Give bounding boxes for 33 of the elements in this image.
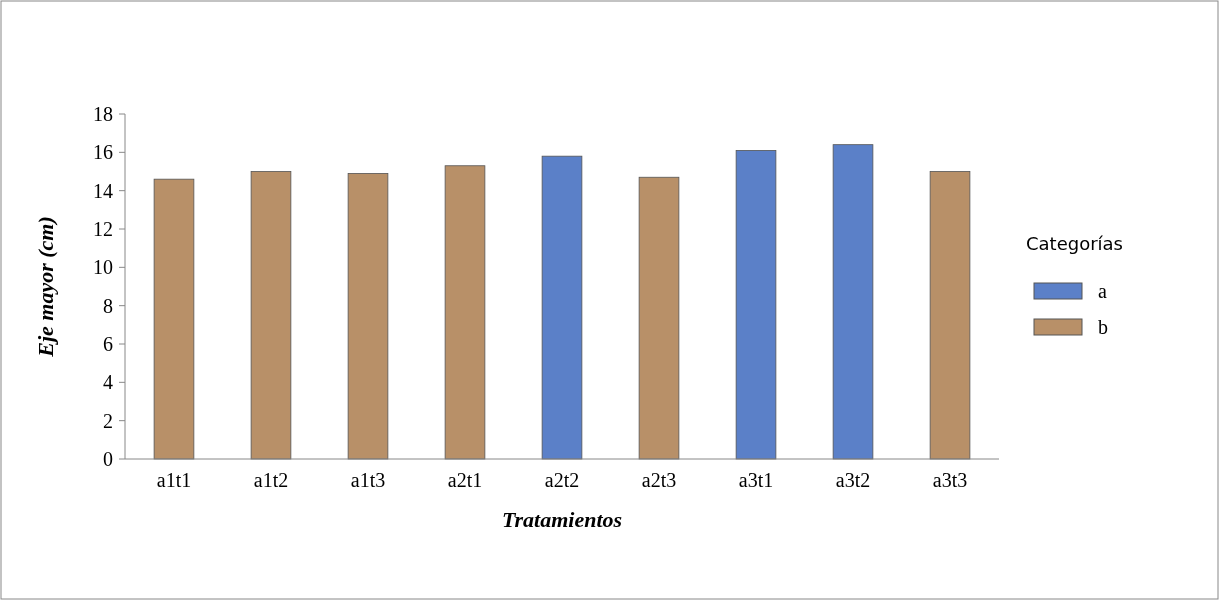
bar bbox=[541, 155, 583, 460]
x-tick-label: a3t2 bbox=[835, 469, 871, 491]
y-tick-label: 14 bbox=[93, 179, 113, 202]
legend-label: b bbox=[1098, 316, 1108, 338]
y-tick-label: 4 bbox=[103, 371, 113, 394]
bar bbox=[153, 178, 195, 460]
y-tick-label: 0 bbox=[103, 448, 113, 470]
bar bbox=[444, 165, 486, 460]
x-tick-label: a2t1 bbox=[447, 469, 483, 491]
x-tick-label: a1t2 bbox=[253, 469, 289, 491]
y-tick-label: 18 bbox=[93, 103, 113, 125]
x-axis-title: Tratamientos bbox=[501, 507, 623, 532]
legend-title: Categorías bbox=[1026, 233, 1123, 254]
y-tick-label: 16 bbox=[93, 141, 113, 164]
y-tick-label: 8 bbox=[103, 294, 113, 317]
bar bbox=[347, 173, 389, 460]
bar bbox=[638, 176, 680, 460]
legend-label: a bbox=[1098, 280, 1107, 302]
y-axis-title: Eje mayor (cm) bbox=[33, 216, 58, 358]
bar bbox=[929, 171, 971, 460]
bar bbox=[250, 171, 292, 460]
y-tick-label: 2 bbox=[103, 409, 113, 432]
x-tick-label: a1t1 bbox=[156, 469, 192, 491]
y-tick-label: 12 bbox=[93, 218, 113, 240]
bar bbox=[735, 150, 777, 460]
bar bbox=[832, 144, 874, 460]
x-tick-label: a3t1 bbox=[738, 469, 774, 491]
x-tick-label: a2t3 bbox=[641, 469, 677, 491]
x-tick-label: a1t3 bbox=[350, 469, 386, 491]
y-tick-label: 6 bbox=[103, 333, 113, 355]
x-tick-label: a3t3 bbox=[932, 469, 968, 491]
x-tick-label: a2t2 bbox=[544, 469, 580, 491]
y-tick-label: 10 bbox=[93, 256, 113, 279]
